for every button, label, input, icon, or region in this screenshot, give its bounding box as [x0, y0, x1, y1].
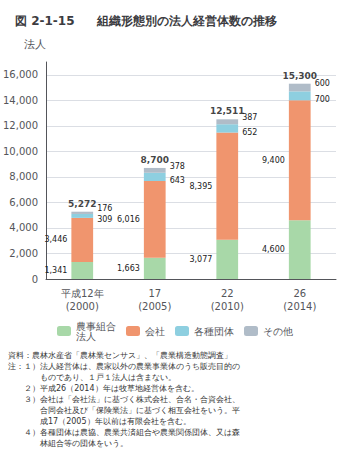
svg-text:6,016: 6,016 [117, 215, 140, 224]
svg-text:0: 0 [32, 274, 38, 285]
svg-text:652: 652 [242, 128, 257, 137]
svg-text:176: 176 [97, 204, 112, 213]
svg-text:8,395: 8,395 [189, 182, 212, 191]
svg-text:14,000: 14,000 [3, 95, 38, 106]
svg-text:387: 387 [242, 113, 258, 123]
svg-text:2,000: 2,000 [9, 248, 38, 259]
svg-text:図 2-1-15: 図 2-1-15 [15, 14, 75, 28]
svg-text:２）平成26（2014）年は牧草地経営体を含む。: ２）平成26（2014）年は牧草地経営体を含む。 [8, 384, 199, 393]
svg-text:法人: 法人 [76, 331, 96, 342]
svg-text:15,300: 15,300 [282, 71, 317, 81]
svg-text:1,341: 1,341 [44, 266, 67, 275]
svg-text:農事組合: 農事組合 [76, 320, 116, 332]
svg-text:3,077: 3,077 [189, 255, 212, 264]
svg-text:法人: 法人 [24, 38, 46, 51]
svg-text:(2014): (2014) [283, 301, 316, 312]
svg-text:26: 26 [293, 288, 306, 299]
svg-text:各種団体: 各種団体 [194, 326, 234, 337]
svg-text:会社: 会社 [145, 326, 165, 337]
svg-text:4,000: 4,000 [9, 222, 38, 233]
svg-text:309: 309 [97, 215, 112, 224]
svg-text:4,600: 4,600 [262, 245, 285, 254]
svg-text:合同会社及び「保険業法」に基づく相互会社をいう。平: 合同会社及び「保険業法」に基づく相互会社をいう。平 [8, 406, 240, 415]
svg-text:6,000: 6,000 [9, 197, 38, 208]
svg-text:12,000: 12,000 [3, 120, 38, 131]
svg-text:(2000): (2000) [66, 301, 99, 312]
svg-text:17: 17 [148, 288, 161, 299]
svg-text:平成12年: 平成12年 [61, 288, 104, 299]
svg-text:ものであり、１戸１法人は含まない。: ものであり、１戸１法人は含まない。 [8, 373, 176, 382]
svg-text:3,446: 3,446 [44, 235, 67, 244]
svg-text:643: 643 [170, 176, 185, 185]
svg-text:４）各種団体は農協、農業共済組合や農業関係団体、又は森: ４）各種団体は農協、農業共済組合や農業関係団体、又は森 [8, 428, 240, 437]
svg-text:5,272: 5,272 [68, 199, 96, 209]
svg-text:22: 22 [221, 288, 234, 299]
svg-text:9,400: 9,400 [262, 156, 285, 165]
svg-text:その他: その他 [263, 326, 293, 337]
svg-text:378: 378 [170, 162, 185, 171]
svg-text:1,663: 1,663 [117, 264, 140, 273]
svg-text:組織形態別の法人経営体数の推移: 組織形態別の法人経営体数の推移 [96, 14, 277, 28]
svg-text:(2005): (2005) [138, 301, 171, 312]
svg-text:３）会社は「会社法」に基づく株式会社、合名・合資会社、: ３）会社は「会社法」に基づく株式会社、合名・合資会社、 [8, 395, 240, 404]
svg-text:600: 600 [314, 79, 330, 88]
svg-text:(2010): (2010) [211, 301, 244, 312]
svg-text:林組合等の団体をいう。: 林組合等の団体をいう。 [8, 439, 128, 448]
svg-text:700: 700 [315, 95, 330, 104]
svg-text:8,000: 8,000 [9, 171, 38, 182]
svg-text:10,000: 10,000 [3, 146, 38, 157]
svg-text:成17（2005）年以前は有限会社を含む。: 成17（2005）年以前は有限会社を含む。 [8, 417, 191, 426]
svg-text:16,000: 16,000 [3, 69, 38, 80]
svg-text:8,700: 8,700 [141, 155, 169, 165]
svg-text:注：１）法人経営体は、農家以外の農業事業体のうち販売目的の: 注：１）法人経営体は、農家以外の農業事業体のうち販売目的の [8, 362, 240, 371]
svg-text:資料：農林水産省「農林業センサス」、「農業構造動態調査」: 資料：農林水産省「農林業センサス」、「農業構造動態調査」 [8, 351, 232, 360]
svg-text:12,511: 12,511 [210, 106, 245, 116]
